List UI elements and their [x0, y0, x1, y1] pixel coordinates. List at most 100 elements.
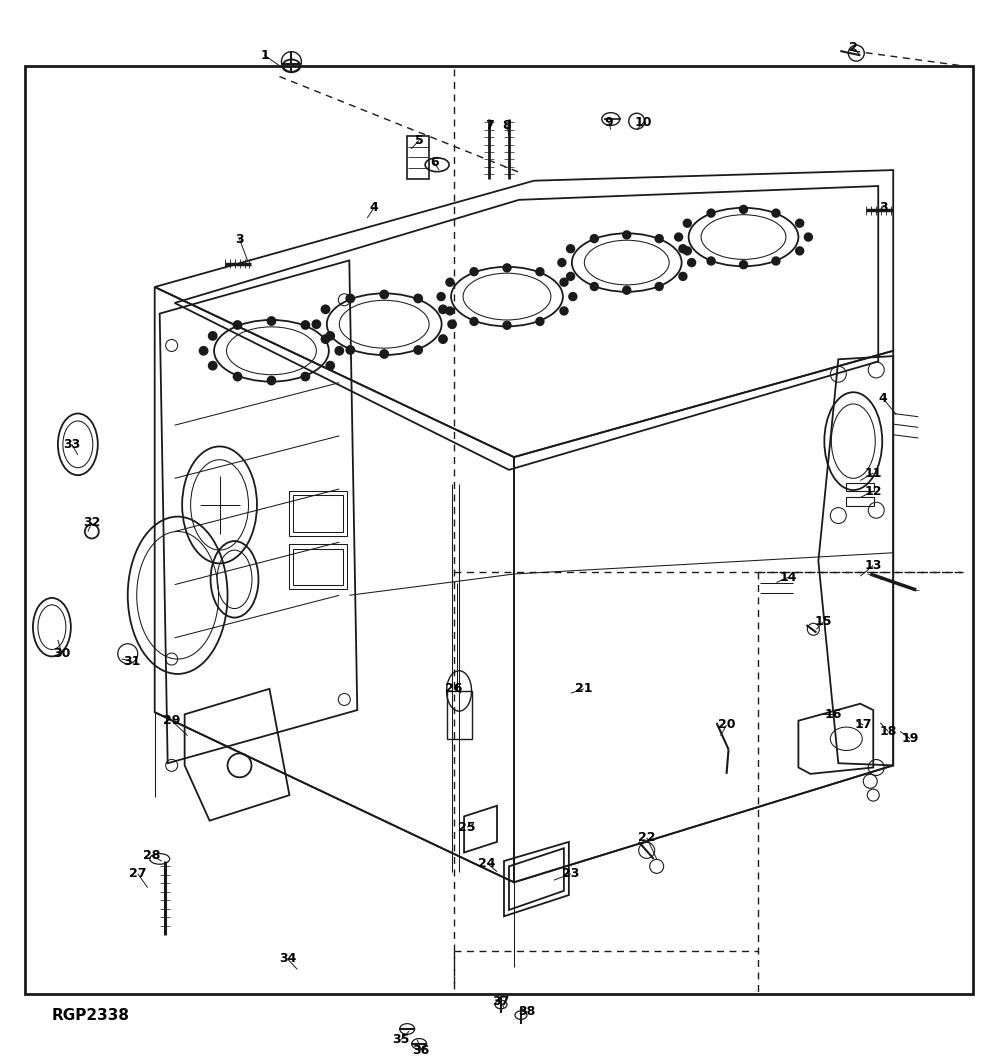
Circle shape: [380, 290, 388, 299]
Circle shape: [301, 321, 309, 330]
Circle shape: [470, 268, 478, 275]
Text: 3: 3: [236, 233, 244, 246]
Circle shape: [560, 279, 568, 286]
Text: 30: 30: [53, 647, 71, 660]
Circle shape: [446, 279, 454, 286]
Bar: [289, 491, 347, 536]
Text: 3: 3: [879, 201, 887, 214]
Text: 27: 27: [129, 867, 147, 880]
Text: 5: 5: [415, 134, 423, 147]
Text: 20: 20: [718, 719, 736, 731]
Circle shape: [795, 247, 803, 255]
Text: 25: 25: [458, 821, 476, 833]
Circle shape: [679, 244, 687, 253]
Circle shape: [558, 258, 566, 267]
Circle shape: [503, 321, 511, 330]
Text: 37: 37: [492, 995, 510, 1008]
Circle shape: [656, 283, 663, 290]
Circle shape: [684, 219, 692, 227]
Circle shape: [656, 235, 663, 242]
Bar: [846, 497, 874, 506]
Text: 7: 7: [485, 119, 493, 132]
Bar: [293, 495, 343, 532]
Circle shape: [321, 335, 329, 343]
Text: 24: 24: [478, 857, 496, 870]
Bar: [289, 544, 347, 589]
Text: 1: 1: [260, 49, 268, 62]
Text: 35: 35: [392, 1033, 410, 1046]
Bar: [407, 136, 429, 179]
Text: 28: 28: [143, 849, 161, 862]
Text: 9: 9: [605, 116, 613, 129]
Text: 4: 4: [879, 392, 887, 405]
Circle shape: [684, 247, 692, 255]
Circle shape: [312, 320, 320, 328]
Circle shape: [772, 209, 779, 217]
Text: 29: 29: [163, 714, 181, 727]
Text: 26: 26: [445, 682, 463, 695]
Circle shape: [567, 272, 575, 281]
Circle shape: [708, 209, 715, 217]
Text: 15: 15: [814, 615, 832, 628]
Text: 14: 14: [779, 571, 797, 584]
Circle shape: [209, 361, 217, 370]
Text: 6: 6: [430, 156, 438, 169]
Circle shape: [591, 235, 598, 242]
Text: 12: 12: [864, 485, 882, 497]
Circle shape: [335, 347, 343, 355]
Circle shape: [688, 258, 696, 267]
Circle shape: [708, 257, 715, 265]
Circle shape: [439, 305, 447, 314]
Text: 34: 34: [278, 952, 296, 965]
Circle shape: [267, 317, 275, 325]
Circle shape: [623, 231, 631, 239]
Text: 18: 18: [879, 725, 897, 738]
Circle shape: [380, 350, 388, 358]
Text: 10: 10: [635, 116, 653, 129]
Text: 16: 16: [824, 708, 842, 721]
Text: RGP2338: RGP2338: [52, 1008, 130, 1023]
Circle shape: [267, 376, 275, 385]
Circle shape: [772, 257, 779, 265]
Text: 11: 11: [864, 467, 882, 479]
Bar: [447, 691, 472, 739]
Text: 31: 31: [123, 655, 141, 668]
Circle shape: [560, 307, 568, 315]
Text: 17: 17: [854, 719, 872, 731]
Circle shape: [591, 283, 598, 290]
Circle shape: [326, 361, 334, 370]
Circle shape: [321, 305, 329, 314]
Text: 8: 8: [503, 119, 511, 132]
Circle shape: [437, 292, 445, 301]
Circle shape: [448, 320, 456, 328]
Circle shape: [301, 372, 309, 381]
Text: 32: 32: [83, 517, 101, 529]
Circle shape: [234, 321, 242, 330]
Circle shape: [446, 307, 454, 315]
Circle shape: [439, 335, 447, 343]
Circle shape: [346, 345, 354, 354]
Circle shape: [326, 332, 334, 340]
Text: 19: 19: [901, 732, 919, 745]
Text: 2: 2: [849, 41, 857, 54]
Text: 36: 36: [412, 1044, 430, 1057]
Circle shape: [234, 372, 242, 381]
Circle shape: [536, 318, 544, 325]
Circle shape: [679, 272, 687, 281]
Text: 13: 13: [864, 559, 882, 572]
Text: 23: 23: [562, 867, 580, 880]
Circle shape: [567, 244, 575, 253]
Circle shape: [200, 347, 208, 355]
Circle shape: [346, 294, 354, 303]
Text: 33: 33: [63, 438, 81, 451]
Circle shape: [209, 332, 217, 340]
Circle shape: [569, 292, 577, 301]
Circle shape: [740, 260, 748, 269]
Circle shape: [795, 219, 803, 227]
Circle shape: [414, 294, 422, 303]
Bar: [25, 66, 973, 994]
Bar: [846, 483, 874, 491]
Text: 22: 22: [638, 831, 656, 844]
Circle shape: [804, 233, 812, 241]
Circle shape: [675, 233, 683, 241]
